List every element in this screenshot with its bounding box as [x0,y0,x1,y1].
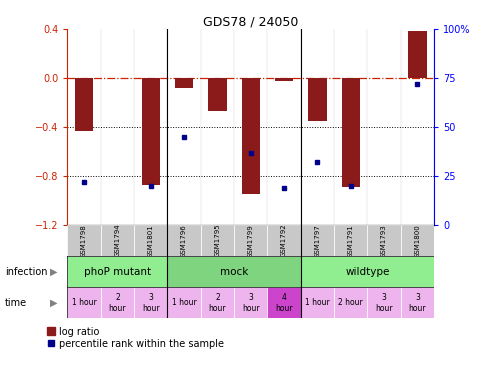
Bar [267,225,301,256]
Text: GSM1800: GSM1800 [415,224,421,258]
Bar [334,225,367,256]
Bar [167,287,201,318]
Text: time: time [5,298,27,308]
Text: GSM1799: GSM1799 [248,224,254,258]
Bar [301,225,334,256]
Text: mock: mock [220,267,249,277]
Bar [101,287,134,318]
Bar [167,225,201,256]
Title: GDS78 / 24050: GDS78 / 24050 [203,15,298,28]
Text: GSM1791: GSM1791 [348,224,354,258]
Text: GSM1793: GSM1793 [381,224,387,258]
Text: 2
hour: 2 hour [109,293,126,313]
Bar [275,78,293,81]
Text: 2
hour: 2 hour [209,293,226,313]
Bar [408,30,427,78]
Text: 1 hour: 1 hour [305,298,330,307]
Text: 3
hour: 3 hour [409,293,426,313]
Text: GSM1792: GSM1792 [281,224,287,257]
Bar [367,225,401,256]
Text: GSM1796: GSM1796 [181,224,187,258]
Bar [301,287,334,318]
Bar [201,287,234,318]
Bar [67,256,167,287]
Text: GSM1794: GSM1794 [114,224,120,257]
Bar [167,256,301,287]
Bar [134,225,167,256]
Bar [367,287,401,318]
Bar [175,78,193,88]
Text: 3
hour: 3 hour [242,293,259,313]
Bar [134,287,167,318]
Text: 3
hour: 3 hour [375,293,393,313]
Bar [301,256,434,287]
Bar [201,225,234,256]
Text: GSM1798: GSM1798 [81,224,87,258]
Bar [267,287,301,318]
Bar [308,78,327,121]
Text: 4
hour: 4 hour [275,293,293,313]
Bar [234,287,267,318]
Text: ▶: ▶ [50,298,57,308]
Bar [401,287,434,318]
Bar [401,225,434,256]
Text: phoP mutant: phoP mutant [84,267,151,277]
Bar [234,225,267,256]
Text: GSM1801: GSM1801 [148,224,154,258]
Bar [342,78,360,187]
Text: GSM1795: GSM1795 [215,224,221,257]
Text: infection: infection [5,267,47,277]
Bar [67,287,101,318]
Text: 3
hour: 3 hour [142,293,160,313]
Bar [142,78,160,185]
Bar [242,78,260,194]
Text: ▶: ▶ [50,267,57,277]
Legend: log ratio, percentile rank within the sample: log ratio, percentile rank within the sa… [47,327,224,349]
Bar [67,225,101,256]
Text: 2 hour: 2 hour [338,298,363,307]
Bar [208,78,227,111]
Text: 1 hour: 1 hour [172,298,197,307]
Bar [101,225,134,256]
Text: 1 hour: 1 hour [72,298,96,307]
Bar [334,287,367,318]
Text: wildtype: wildtype [345,267,390,277]
Text: GSM1797: GSM1797 [314,224,320,258]
Bar [75,78,93,131]
